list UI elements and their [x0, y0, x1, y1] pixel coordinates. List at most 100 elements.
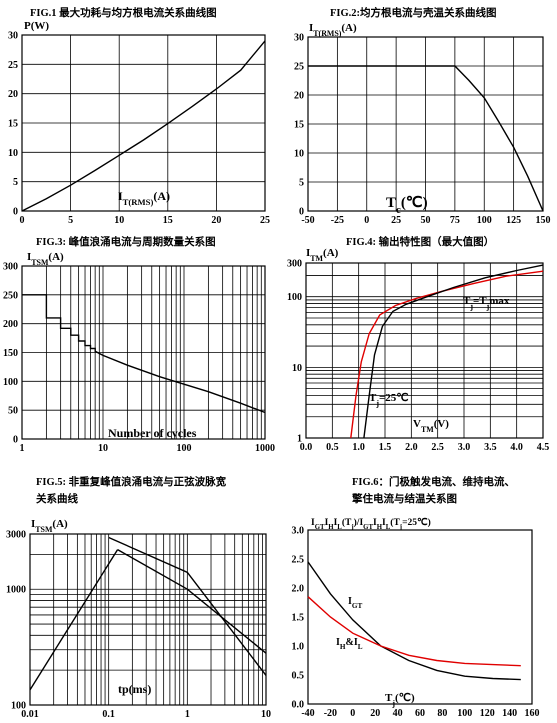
- fig3-x-tick-label: 1: [20, 443, 25, 454]
- fig2-y-tick-label: 5: [299, 178, 304, 189]
- fig4-title: FIG.4: 输出特性图（最大值图）: [346, 237, 495, 248]
- fig3-title: FIG.3: 峰值浪涌电流与周期数量关系图: [36, 237, 216, 248]
- fig2-y-tick-label: 0: [299, 207, 304, 218]
- fig6-annotation-igt: IGT: [348, 596, 362, 610]
- fig3-y-tick-label: 300: [3, 262, 18, 273]
- fig5-x-tick-label: 0.01: [21, 709, 39, 720]
- fig2-x-axis-label: Tc(℃): [386, 195, 428, 216]
- fig3-y-tick-label: 150: [3, 348, 18, 359]
- fig2-y-tick-label: 25: [294, 62, 304, 73]
- fig2-x-tick-label: 75: [450, 215, 460, 226]
- fig2-x-tick-label: 150: [536, 215, 551, 226]
- fig6-series-line-ihil: [307, 596, 521, 667]
- fig2-x-tick-label: 25: [391, 215, 401, 226]
- fig6-x-tick-label: 140: [502, 708, 517, 719]
- fig4-y-axis-label: ITM(A): [306, 247, 339, 263]
- fig6-x-tick-label: -40: [301, 708, 314, 719]
- fig6-y-tick-label: 0.5: [292, 671, 305, 682]
- fig1-x-tick-label: 15: [163, 215, 173, 226]
- fig6-y-axis-label: IGTIHIL(Tj)/IGTIHIL(Tj=25℃): [311, 517, 431, 531]
- fig1-title: FIG.1 最大功耗与均方根电流关系曲线图: [30, 8, 217, 19]
- fig5-x-tick-label: 0.1: [102, 709, 115, 720]
- fig1-y-tick-label: 20: [8, 89, 18, 100]
- fig6-x-tick-label: 20: [370, 708, 380, 719]
- fig5-series-line-0: [29, 549, 119, 691]
- fig4-annotation-tjmax: Tj=Tjmax: [463, 295, 510, 311]
- fig2-series-line-0: [308, 65, 544, 212]
- fig3-x-tick-label: 1000: [255, 443, 275, 454]
- fig2-title: FIG.2:均方根电流与壳温关系曲线图: [330, 8, 497, 19]
- fig5-series-line-2: [108, 536, 267, 676]
- fig3-y-tick-label: 100: [3, 377, 18, 388]
- fig3-x-tick-label: 100: [177, 443, 192, 454]
- fig3-series-line-0: [22, 294, 266, 414]
- fig5-title-line1: FIG.5: 非重复峰值浪涌电流与正弦波脉宽: [36, 477, 227, 488]
- fig2-x-tick-label: 100: [477, 215, 492, 226]
- fig4-annotation-tj25: Tj=25℃: [369, 392, 409, 408]
- fig4-y-tick-label: 300: [287, 259, 302, 270]
- fig4-x-tick-label: 4.0: [510, 442, 523, 453]
- fig6-x-axis-label: Tj(℃): [385, 692, 415, 708]
- fig3-plot-frame: [21, 265, 266, 440]
- fig5-x-axis-label: tp(ms): [118, 682, 151, 696]
- fig2-y-tick-label: 15: [294, 120, 304, 131]
- fig6-y-tick-label: 2.5: [292, 555, 305, 566]
- fig6-y-tick-label: 2.0: [292, 584, 305, 595]
- fig6-y-tick-label: 1.0: [292, 642, 305, 653]
- fig6-x-tick-label: 40: [393, 708, 403, 719]
- fig2-y-tick-label: 30: [294, 33, 304, 44]
- fig5-y-tick-label: 1000: [6, 585, 26, 596]
- fig1-y-tick-label: 25: [8, 60, 18, 71]
- fig4-plot-frame: [305, 262, 544, 439]
- fig6-title-line2: 擎住电流与结温关系图: [352, 494, 457, 505]
- fig1-x-tick-label: 25: [260, 215, 270, 226]
- fig4-x-tick-label: 3.5: [484, 442, 497, 453]
- fig1-plot-frame: [21, 34, 266, 212]
- fig6-x-tick-label: 120: [480, 708, 495, 719]
- fig5-y-tick-label: 100: [11, 701, 26, 712]
- fig3-y-tick-label: 250: [3, 290, 18, 301]
- fig2-x-tick-label: -50: [301, 215, 314, 226]
- fig2-x-tick-label: 0: [364, 215, 369, 226]
- fig1-x-tick-label: 0: [20, 215, 25, 226]
- fig6-y-tick-label: 1.5: [292, 613, 305, 624]
- fig2-y-tick-label: 20: [294, 91, 304, 102]
- fig6-title-line1: FIG.6：门极触发电流、维持电流、: [352, 477, 516, 488]
- fig3-x-axis-label: Number of cycles: [108, 426, 197, 440]
- fig3-y-tick-label: 200: [3, 319, 18, 330]
- fig5-title-line2: 关系曲线: [36, 494, 78, 505]
- fig6-plot-frame: [307, 529, 533, 705]
- fig6-series-line-igt: [307, 561, 521, 681]
- fig6-annotation-ih-il: IH&IL: [336, 637, 363, 651]
- fig4-y-tick-label: 10: [292, 363, 302, 374]
- fig4-x-tick-label: 0.5: [326, 442, 339, 453]
- fig5-y-axis-label: ITSM(A): [31, 518, 68, 534]
- fig1-series-line-0: [21, 40, 266, 212]
- fig1-x-tick-label: 20: [211, 215, 221, 226]
- fig6-x-tick-label: -20: [324, 708, 337, 719]
- fig4-x-tick-label: 1.5: [379, 442, 392, 453]
- fig2-y-axis-label: IT(RMS)(A): [309, 22, 357, 38]
- fig2-x-tick-label: 125: [506, 215, 521, 226]
- fig4-x-tick-label: 3.0: [458, 442, 471, 453]
- fig5-x-tick-label: 10: [261, 709, 271, 720]
- fig3-y-tick-label: 0: [13, 435, 18, 446]
- fig5-plot-frame: [29, 533, 267, 706]
- fig1-y-tick-label: 0: [13, 207, 18, 218]
- fig6-x-tick-label: 0: [350, 708, 355, 719]
- fig6-x-tick-label: 100: [457, 708, 472, 719]
- fig4-x-tick-label: 4.5: [537, 442, 550, 453]
- fig1-y-tick-label: 5: [13, 177, 18, 188]
- fig3-x-tick-label: 10: [98, 443, 108, 454]
- fig4-x-tick-label: 0.0: [300, 442, 313, 453]
- fig6-x-tick-label: 160: [525, 708, 540, 719]
- fig1-y-tick-label: 30: [8, 31, 18, 42]
- fig4-series-line-tj25: [363, 264, 544, 439]
- fig2-plot-frame: [307, 36, 544, 212]
- fig2-x-tick-label: 50: [421, 215, 431, 226]
- fig1-x-tick-label: 10: [114, 215, 124, 226]
- fig1-x-axis-label: IT(RMS)(A): [118, 189, 170, 207]
- fig1-y-tick-label: 10: [8, 148, 18, 159]
- fig4-y-tick-label: 100: [287, 292, 302, 303]
